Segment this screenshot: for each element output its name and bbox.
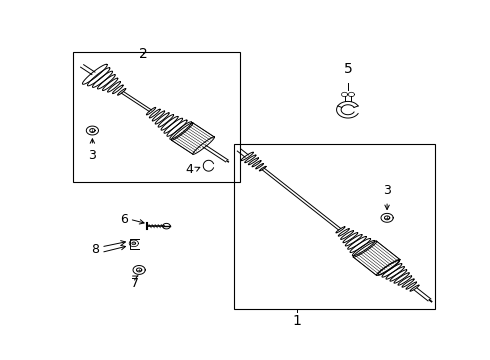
Text: 2: 2	[139, 48, 147, 61]
Bar	[73, 51, 240, 182]
Bar	[234, 144, 435, 309]
Text: 4: 4	[186, 163, 194, 176]
Text: 8: 8	[91, 243, 99, 256]
Text: 6: 6	[120, 213, 128, 226]
Text: 3: 3	[383, 184, 391, 197]
Text: 3: 3	[89, 149, 97, 162]
Text: 1: 1	[292, 314, 301, 328]
Text: 7: 7	[131, 276, 139, 289]
Text: 5: 5	[343, 63, 352, 76]
